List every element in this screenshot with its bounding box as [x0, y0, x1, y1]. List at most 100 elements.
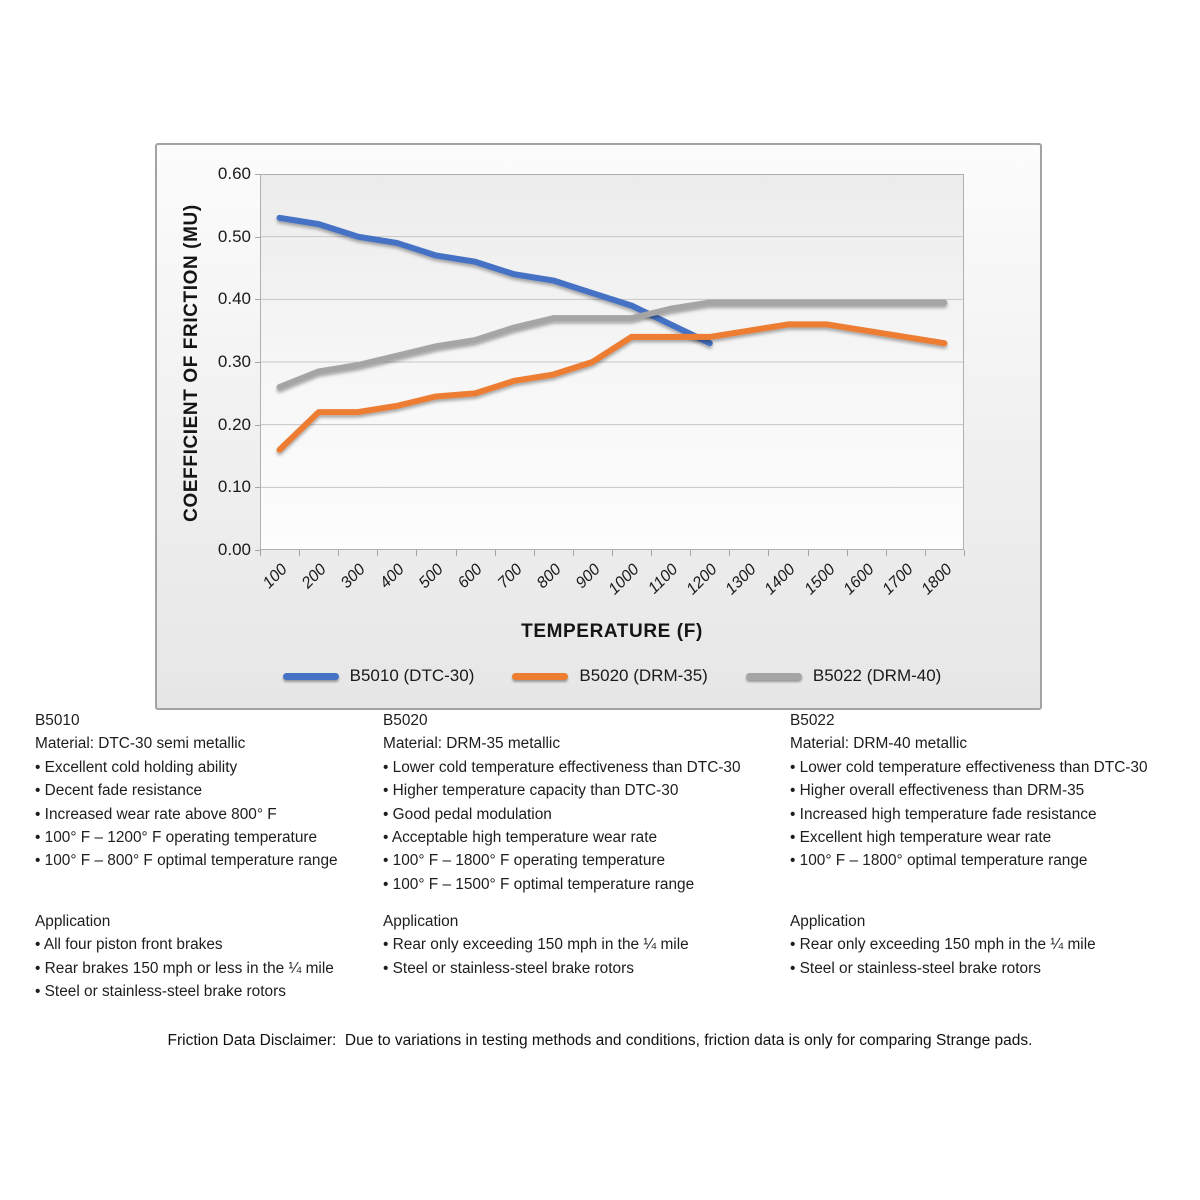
x-axis-tick [416, 550, 418, 556]
pad-material: Material: DRM-35 metallic [383, 735, 561, 753]
x-axis-tick [338, 550, 340, 556]
feature-bullet: • Lower cold temperature effectiveness t… [383, 758, 741, 776]
feature-bullet: • 100° F – 1500° F optimal temperature r… [383, 875, 695, 893]
x-tick-label: 900 [572, 561, 604, 592]
x-axis-tick [377, 550, 379, 556]
legend-line-swatch [512, 672, 569, 680]
y-axis-tick [255, 362, 260, 363]
x-tick-label: 200 [298, 561, 330, 592]
series-line-b5020 [276, 321, 948, 453]
x-tick-label: 800 [533, 561, 565, 592]
pad-feature-list: • Lower cold temperature effectiveness t… [790, 756, 1148, 873]
x-axis-tick [572, 550, 574, 556]
x-tick-label: 1500 [800, 561, 839, 599]
y-tick-label: 0.60 [217, 164, 251, 183]
chart-legend: B5010 (DTC-30) B5020 (DRM-35) B5022 (DRM-4… [260, 666, 964, 686]
feature-bullet: • Increased high temperature fade resist… [790, 805, 1097, 823]
x-tick-label: 1000 [605, 561, 643, 599]
application-bullet: • Steel or stainless-steel brake rotors [790, 959, 1041, 977]
y-tick-label: 0.00 [217, 540, 251, 559]
y-tick-label: 0.10 [217, 477, 251, 497]
legend-line-swatch [282, 672, 339, 680]
feature-bullet: • Increased wear rate above 800° F [35, 805, 277, 823]
feature-bullet: • Decent fade resistance [35, 782, 203, 800]
x-tick-label: 300 [337, 561, 369, 592]
feature-bullet: • 100° F – 1800° F operating temperature [383, 852, 666, 870]
application-title: Application [790, 913, 866, 930]
x-axis-tick [768, 550, 770, 556]
feature-bullet: • Excellent cold holding ability [35, 758, 238, 776]
x-tick-label: 1400 [761, 561, 800, 599]
x-tick-label: 500 [416, 561, 448, 592]
application-title: Application [383, 913, 459, 930]
x-tick-label: 100 [259, 561, 291, 592]
x-axis-tick [299, 550, 301, 556]
series-line-b5022 [276, 299, 948, 391]
feature-bullet: • Acceptable high temperature wear rate [383, 829, 658, 847]
x-axis-tick [612, 550, 613, 556]
legend-line-swatch [745, 672, 802, 680]
x-axis-tick [846, 550, 848, 556]
x-axis-tick [455, 550, 457, 556]
x-axis-tick [690, 550, 692, 556]
y-axis-tick [255, 424, 260, 426]
series-line-b5010 [276, 214, 713, 347]
x-axis-tick [964, 550, 965, 556]
application-block-b5022: Application • Rear only exceeding 150 mp… [790, 910, 1096, 980]
x-tick-label: 700 [494, 561, 526, 592]
x-tick-label: 600 [455, 561, 487, 592]
application-bullet: • Rear only exceeding 150 mph in the ¼ m… [383, 936, 689, 954]
pad-material: Material: DRM-40 metallic [790, 735, 968, 753]
plot-area [260, 174, 964, 550]
friction-chart-panel: COEFFICIENT OF FRICTION (MU) TEMPERATURE… [155, 143, 1042, 710]
feature-bullet: • Lower cold temperature effectiveness t… [790, 758, 1148, 776]
y-axis-tick [255, 299, 260, 301]
x-tick-label: 400 [377, 561, 408, 592]
x-tick-label: 1200 [683, 561, 721, 599]
y-tick-label: 0.50 [217, 226, 251, 246]
x-tick-label: 1700 [879, 561, 917, 599]
x-axis-tick [924, 550, 926, 556]
x-tick-label: 1100 [645, 561, 682, 598]
feature-bullet: • Excellent high temperature wear rate [790, 829, 1052, 847]
feature-bullet: • Higher temperature capacity than DTC-3… [383, 782, 679, 800]
x-axis-tick [494, 550, 496, 556]
pad-id: B5010 [35, 712, 80, 729]
pad-column-b5010: B5010 Material: DTC-30 semi metallic • E… [35, 709, 338, 873]
x-tick-label: 1300 [722, 561, 760, 599]
disclaimer-text: Friction Data Disclaimer: Due to variati… [167, 1032, 1033, 1049]
x-axis-tick [807, 550, 809, 556]
y-tick-label: 0.30 [217, 352, 251, 371]
application-bullet: • Steel or stainless-steel brake rotors [383, 959, 634, 977]
y-axis-tick [255, 550, 260, 551]
feature-bullet: • 100° F – 1200° F operating temperature [35, 829, 318, 847]
legend-item: B5020 (DRM-35) [512, 666, 708, 686]
application-list: • Rear only exceeding 150 mph in the ¼ m… [790, 933, 1096, 980]
application-list: • All four piston front brakes • Rear bra… [35, 933, 334, 1003]
y-tick-label: 0.20 [217, 414, 251, 434]
pad-material: Material: DTC-30 semi metallic [35, 735, 246, 753]
pad-id: B5020 [383, 712, 428, 729]
feature-bullet: • 100° F – 800° F optimal temperature ra… [35, 852, 338, 870]
legend-label: B5010 (DTC-30) [349, 666, 475, 685]
feature-bullet: • 100° F – 1800° optimal temperature ran… [790, 852, 1088, 870]
x-axis-tick [729, 550, 731, 556]
y-axis-tick [255, 174, 260, 175]
application-bullet: • Rear only exceeding 150 mph in the ¼ m… [790, 936, 1096, 954]
application-bullet: • All four piston front brakes [35, 936, 223, 954]
y-axis-tick [255, 236, 260, 238]
feature-bullet: • Higher overall effectiveness than DRM-… [790, 782, 1085, 800]
x-axis-tick [533, 550, 535, 556]
legend-label: B5020 (DRM-35) [579, 666, 708, 685]
legend-label: B5022 (DRM-40) [812, 666, 942, 685]
pad-feature-list: • Excellent cold holding ability • Decent… [35, 756, 338, 873]
x-axis-tick [260, 550, 261, 556]
y-axis-tick [255, 487, 260, 489]
application-bullet: • Steel or stainless-steel brake rotors [35, 983, 286, 1001]
pad-column-b5022: B5022 Material: DRM-40 metallic • Lower … [790, 709, 1148, 873]
legend-item: B5022 (DRM-40) [745, 666, 942, 686]
x-axis-tick [885, 550, 887, 556]
plot-border [260, 174, 964, 550]
application-block-b5010: Application • All four piston front brak… [35, 910, 334, 1004]
